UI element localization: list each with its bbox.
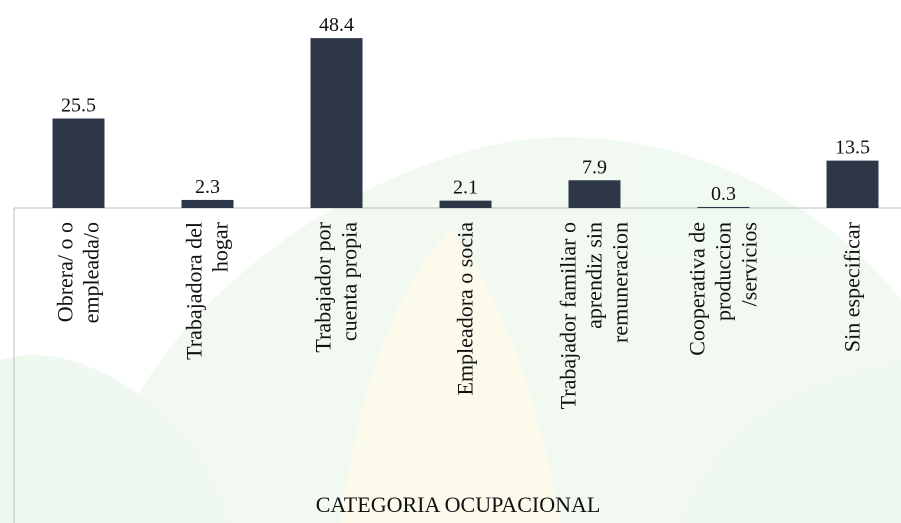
x-tick-label-line: hogar [208,221,233,272]
x-tick-label: Obrera/ o oempleada/o [53,222,104,323]
value-label: 7.9 [582,156,607,178]
bar [698,207,750,208]
x-tick-label: Trabajador porcuenta propia [311,221,362,352]
value-label: 25.5 [61,94,96,116]
chart: CATEGORIA OCUPACIONAL 25.5 Obrera/ o oemp… [0,0,901,523]
bar [182,200,234,208]
x-tick-label-line: Trabajadora del [182,222,207,360]
bar [53,118,105,208]
value-label: 13.5 [835,137,870,159]
value-label: 0.3 [711,183,736,205]
x-tick-label-line: Trabajador familiar o [556,222,581,409]
bar [569,180,621,208]
x-tick-label-line: Sin especificar [840,221,865,352]
bar [827,161,879,208]
x-tick-label-line: produccion [711,222,736,321]
x-tick-label-line: cuenta propia [337,222,362,341]
x-tick-label: Sin especificar [840,221,865,352]
x-axis-title: CATEGORIA OCUPACIONAL [316,492,601,517]
value-label: 48.4 [319,14,354,36]
watermark [0,137,901,523]
value-label: 2.3 [195,176,220,198]
x-tick-label-line: /servicios [737,222,762,306]
x-tick-label: Empleadora o socia [453,222,478,396]
x-tick-label-line: remuneracion [608,222,633,343]
value-label: 2.1 [453,177,478,199]
x-tick-label-line: Empleadora o socia [453,222,478,396]
x-tick-label-line: empleada/o [79,222,104,323]
x-tick-label-line: Obrera/ o o [53,222,78,322]
bar [440,201,492,208]
x-tick-label-line: aprendiz sin [582,222,607,329]
bar [311,38,363,208]
x-tick-label-line: Trabajador por [311,221,336,352]
x-tick-label-line: Cooperativa de [685,222,710,356]
